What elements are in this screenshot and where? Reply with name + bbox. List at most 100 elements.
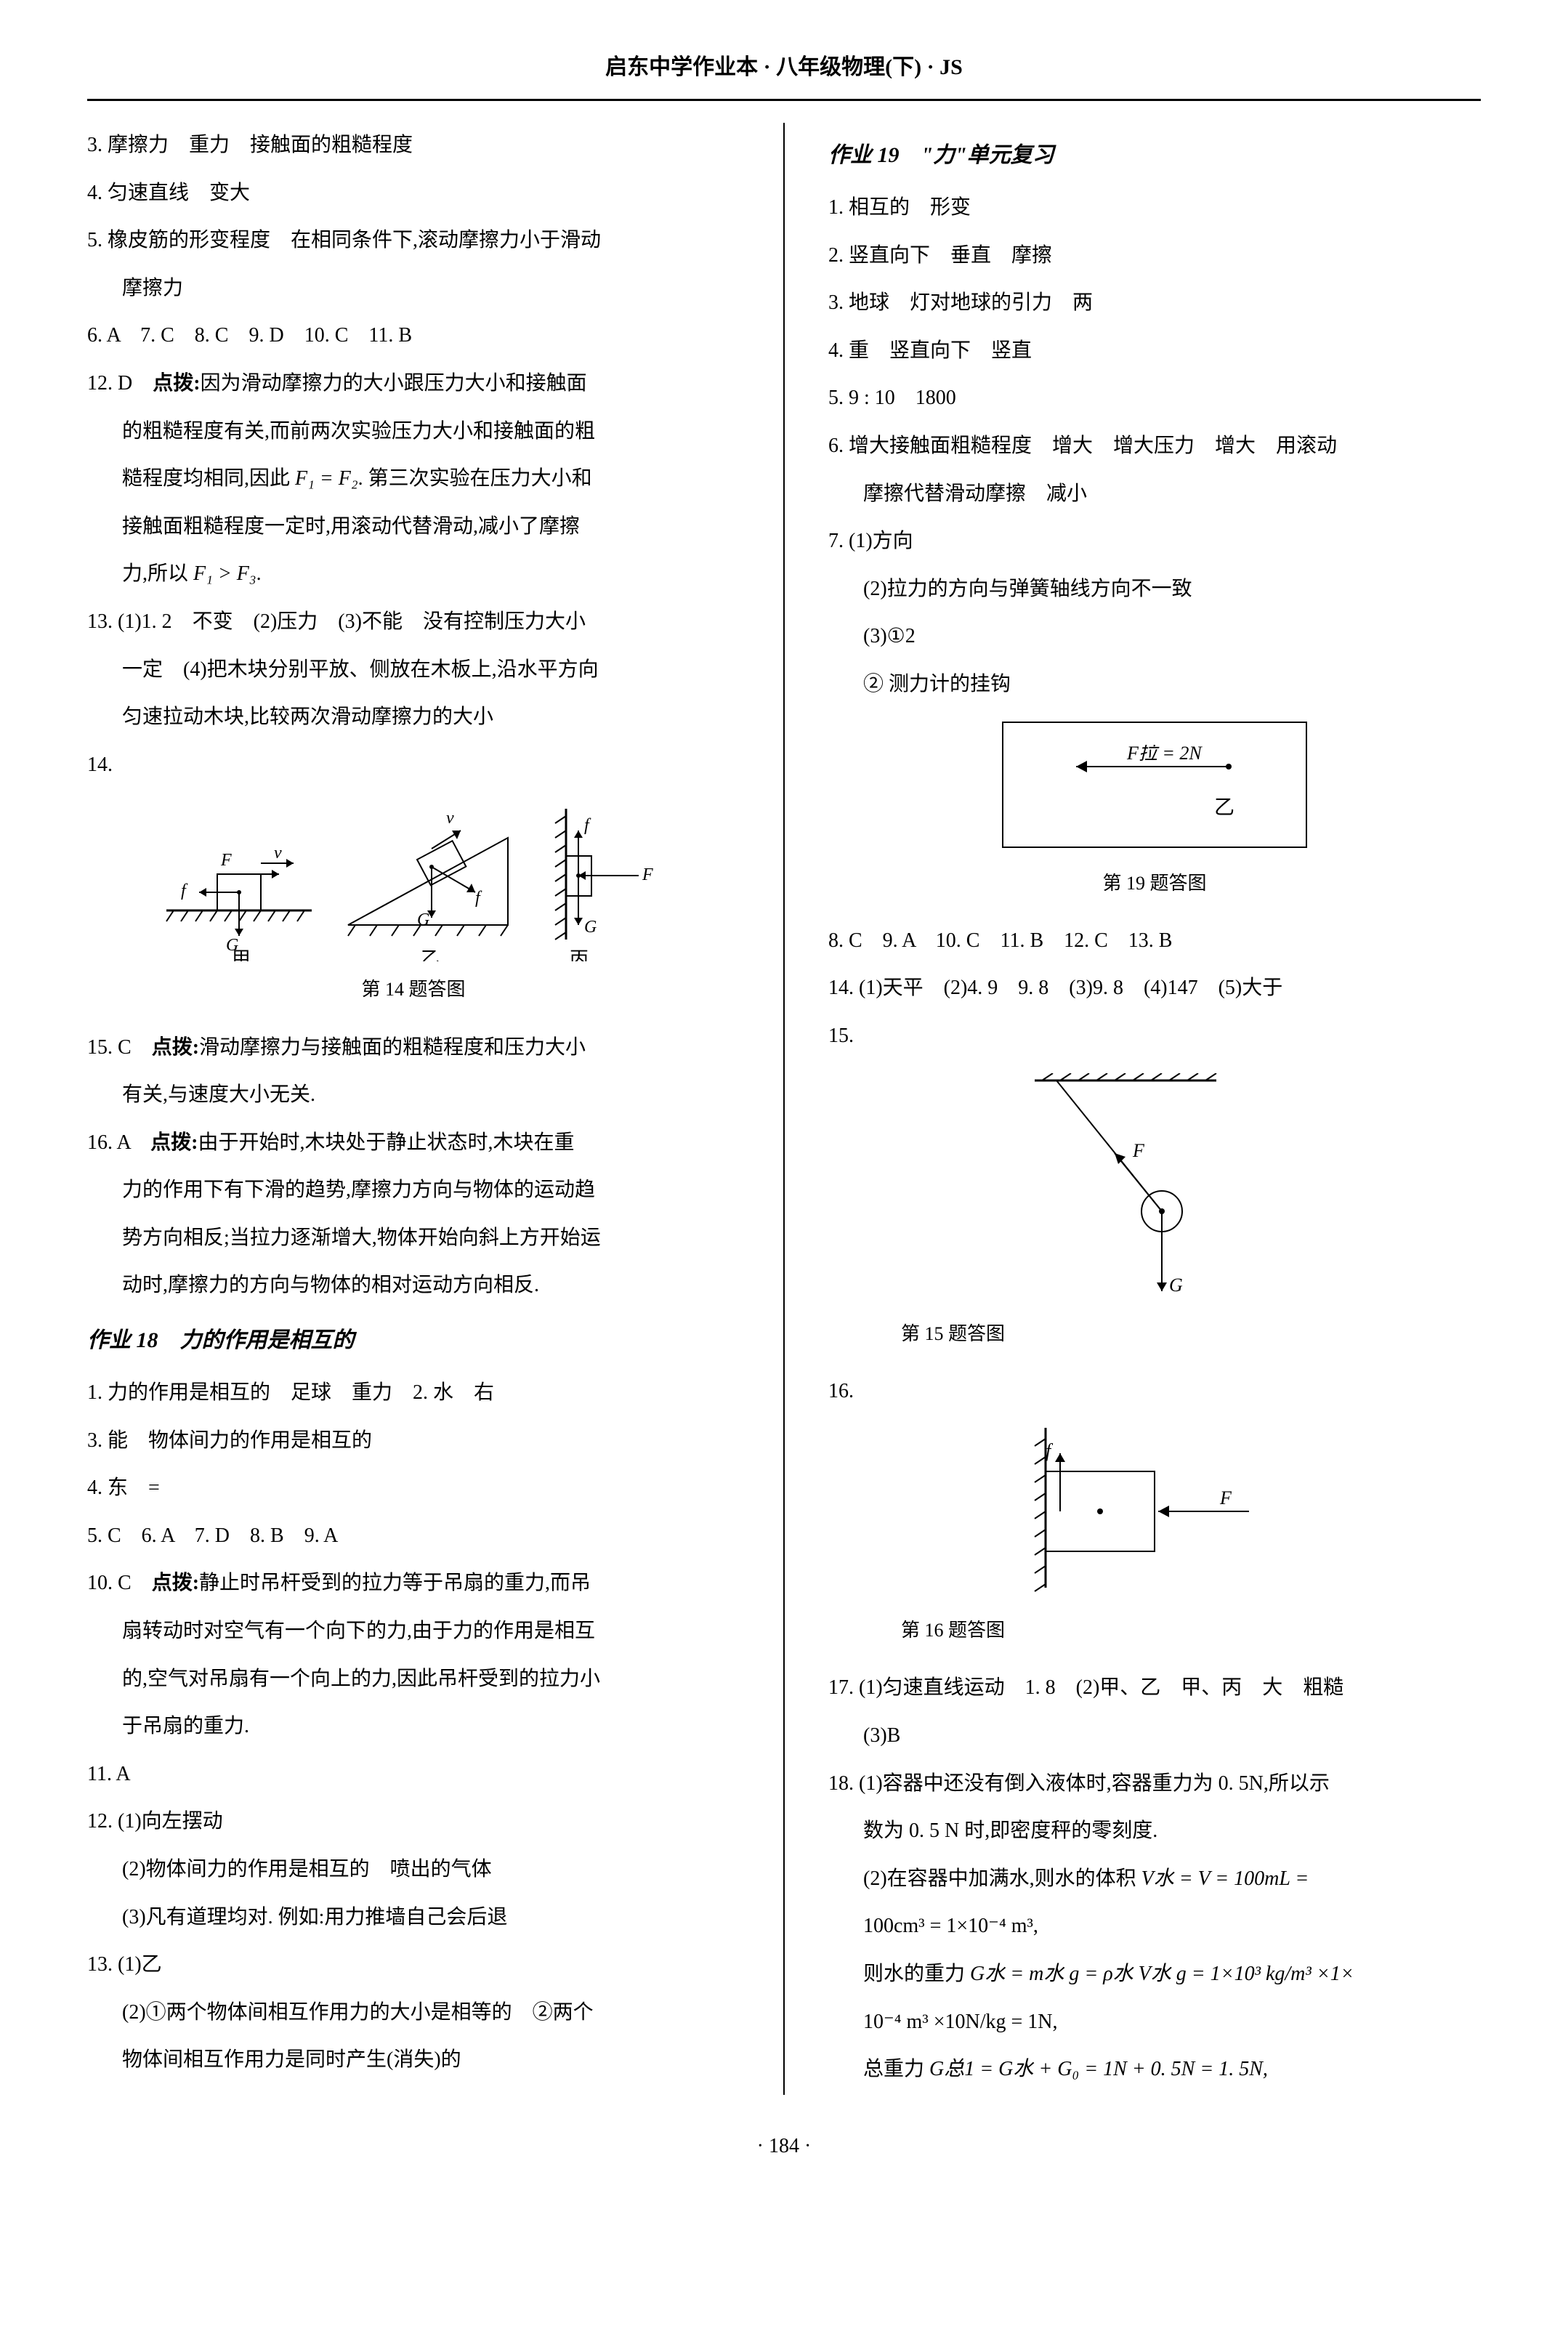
s18-5: 5. C 6. A 7. D 8. B 9. A — [87, 1514, 740, 1559]
s19-18c-pre: (2)在容器中加满水,则水的体积 — [863, 1867, 1141, 1890]
item-15-num: 15. C — [87, 1036, 152, 1059]
item-12-bold: 点拨: — [153, 372, 200, 395]
item-4: 4. 匀速直线 变大 — [87, 171, 740, 216]
fig14-bing: f F G 丙 — [555, 809, 653, 961]
s19-18g-eq: G总1 = G水 + G₀ = 1N + 0. 5N = 1. 5N, — [929, 2058, 1268, 2080]
item-12d-post: . 第三次实验在压力大小和 — [358, 467, 592, 490]
s19-6: 6. 增大接触面粗糙程度 增大 增大压力 增大 用滚动 — [828, 424, 1481, 469]
fig14-G2: G — [417, 910, 429, 929]
item-16-text: 由于开始时,木块处于静止状态时,木块在重 — [198, 1131, 574, 1154]
item-5b: 摩擦力 — [87, 266, 740, 311]
item-16-bold: 点拨: — [150, 1131, 198, 1154]
s19-18b: 数为 0. 5 N 时,即密度秤的零刻度. — [828, 1809, 1481, 1854]
s19-8: 8. C 9. A 10. C 11. B 12. C 13. B — [828, 918, 1481, 964]
fig19-label: F拉 = 2N — [1126, 745, 1203, 764]
fig14-v2: v — [446, 809, 454, 828]
s19-17b: (3)B — [828, 1713, 1481, 1758]
item-12-text: 因为滑动摩擦力的大小跟压力大小和接触面 — [201, 372, 587, 395]
item-6: 6. A 7. C 8. C 9. D 10. C 11. B — [87, 313, 740, 358]
fig14-G3: G — [584, 918, 597, 937]
s19-18c-eq: V水 = V = 100mL = — [1141, 1867, 1309, 1890]
fig14-F: F — [220, 851, 232, 870]
s19-17a: 17. (1)匀速直线运动 1. 8 (2)甲、乙 甲、丙 大 粗糙 — [828, 1665, 1481, 1710]
s19-7b: (2)拉力的方向与弹簧轴线方向不一致 — [828, 567, 1481, 612]
header-text: 启东中学作业本 · 八年级物理(下) · JS — [605, 55, 963, 79]
s18-10-text: 静止时吊杆受到的拉力等于吊扇的重力,而吊 — [199, 1572, 591, 1594]
fig14-jia-label: 甲 — [232, 948, 251, 961]
item-16c: 力的作用下有下滑的趋势,摩擦力方向与物体的运动趋 — [87, 1168, 740, 1213]
item-12d-eq: F₁ = F₂ — [295, 467, 358, 490]
s19-7d: ② 测力计的挂钩 — [828, 662, 1481, 707]
item-12: 12. D 点拨:因为滑动摩擦力的大小跟压力大小和接触面 — [87, 361, 740, 406]
s19-15: 15. — [828, 1014, 1481, 1059]
s19-5: 5. 9 : 10 1800 — [828, 376, 1481, 421]
s19-18g: 总重力 G总1 = G水 + G₀ = 1N + 0. 5N = 1. 5N, — [828, 2047, 1481, 2092]
fig14-bing-label: 丙 — [570, 948, 589, 961]
item-15-text: 滑动摩擦力与接触面的粗糙程度和压力大小 — [199, 1036, 586, 1059]
s18-10e: 于吊扇的重力. — [87, 1704, 740, 1749]
s19-14: 14. (1)天平 (2)4. 9 9. 8 (3)9. 8 (4)147 (5… — [828, 966, 1481, 1011]
header-underline — [87, 100, 1481, 101]
page-header: 启东中学作业本 · 八年级物理(下) · JS — [87, 44, 1481, 100]
page-number: · 184 · — [87, 2124, 1481, 2169]
s19-4: 4. 重 竖直向下 竖直 — [828, 328, 1481, 373]
item-13c: 匀速拉动木块,比较两次滑动摩擦力的大小 — [87, 695, 740, 740]
s18-12b: (2)物体间力的作用是相互的 喷出的气体 — [87, 1847, 740, 1892]
item-12e: 接触面粗糙程度一定时,用滚动代替滑动,减小了摩擦 — [87, 504, 740, 549]
fig14-yi: v f G 乙 — [348, 809, 508, 961]
s18-12a: 12. (1)向左摆动 — [87, 1799, 740, 1844]
s18-11: 11. A — [87, 1752, 740, 1797]
figure-15: F G 第 15 题答图 — [843, 1073, 1481, 1354]
fig19-caption: 第 19 题答图 — [828, 863, 1481, 904]
item-13b: 一定 (4)把木块分别平放、侧放在木板上,沿水平方向 — [87, 647, 740, 692]
item-12f-eq: F₁ > F₃ — [193, 562, 256, 585]
s18-10-bold: 点拨: — [152, 1572, 199, 1594]
fig14-f2: f — [475, 889, 482, 908]
s18-13a: 13. (1)乙 — [87, 1942, 740, 1987]
s19-7a: 7. (1)方向 — [828, 519, 1481, 564]
figure-14-svg: F v f G 甲 — [152, 801, 675, 961]
fig14-f1: f — [181, 881, 188, 900]
s18-4: 4. 东 = — [87, 1466, 740, 1511]
fig15-G: G — [1169, 1274, 1183, 1296]
item-12d-pre: 糙程度均相同,因此 — [122, 467, 295, 490]
fig16-caption: 第 16 题答图 — [901, 1609, 1481, 1651]
s18-12c: (3)凡有道理均对. 例如:用力推墙自己会后退 — [87, 1895, 740, 1940]
s19-2: 2. 竖直向下 垂直 摩擦 — [828, 233, 1481, 278]
s19-16: 16. — [828, 1369, 1481, 1414]
item-12f: 力,所以 F₁ > F₃. — [87, 552, 740, 597]
item-12f-post: . — [256, 562, 262, 585]
s18-10: 10. C 点拨:静止时吊杆受到的拉力等于吊扇的重力,而吊 — [87, 1561, 740, 1606]
column-divider — [783, 123, 785, 2095]
item-16: 16. A 点拨:由于开始时,木块处于静止状态时,木块在重 — [87, 1120, 740, 1166]
fig15-svg: F G — [1035, 1073, 1289, 1306]
s19-18f: 10⁻⁴ m³ ×10N/kg = 1N, — [828, 2000, 1481, 2045]
fig15-caption: 第 15 题答图 — [901, 1313, 1481, 1354]
item-15c: 有关,与速度大小无关. — [87, 1072, 740, 1118]
item-3: 3. 摩擦力 重力 接触面的粗糙程度 — [87, 123, 740, 168]
s19-18e-pre: 则水的重力 — [863, 1963, 970, 1985]
s19-18d: 100cm³ = 1×10⁻⁴ m³, — [828, 1904, 1481, 1949]
main-columns: 3. 摩擦力 重力 接触面的粗糙程度 4. 匀速直线 变大 5. 橡皮筋的形变程… — [87, 123, 1481, 2095]
s18-13c: 物体间相互作用力是同时产生(消失)的 — [87, 2037, 740, 2083]
s19-7c: (3)①2 — [828, 614, 1481, 659]
fig16-svg: f F — [1017, 1428, 1307, 1602]
right-column: 作业 19 "力"单元复习 1. 相互的 形变 2. 竖直向下 垂直 摩擦 3.… — [828, 123, 1481, 2095]
item-12-num: 12. D — [87, 372, 153, 395]
fig19-yi: 乙 — [1214, 796, 1234, 819]
figure-14: F v f G 甲 — [87, 801, 740, 1010]
s19-18c: (2)在容器中加满水,则水的体积 V水 = V = 100mL = — [828, 1857, 1481, 1902]
s18-10c: 扇转动时对空气有一个向下的力,由于力的作用是相互 — [87, 1609, 740, 1654]
item-13: 13. (1)1. 2 不变 (2)压力 (3)不能 没有控制压力大小 — [87, 599, 740, 645]
s19-18a: 18. (1)容器中还没有倒入液体时,容器重力为 0. 5N,所以示 — [828, 1761, 1481, 1806]
fig16-F: F — [1219, 1487, 1232, 1508]
fig14-caption: 第 14 题答图 — [87, 969, 740, 1010]
fig14-jia: F v f G 甲 — [166, 844, 312, 961]
fig14-v1: v — [274, 844, 282, 863]
s18-1: 1. 力的作用是相互的 足球 重力 2. 水 右 — [87, 1370, 740, 1415]
item-12d: 糙程度均相同,因此 F₁ = F₂. 第三次实验在压力大小和 — [87, 456, 740, 501]
item-14: 14. — [87, 743, 740, 788]
fig15-F: F — [1132, 1140, 1145, 1161]
s19-6b: 摩擦代替滑动摩擦 减小 — [828, 472, 1481, 517]
left-column: 3. 摩擦力 重力 接触面的粗糙程度 4. 匀速直线 变大 5. 橡皮筋的形变程… — [87, 123, 740, 2095]
